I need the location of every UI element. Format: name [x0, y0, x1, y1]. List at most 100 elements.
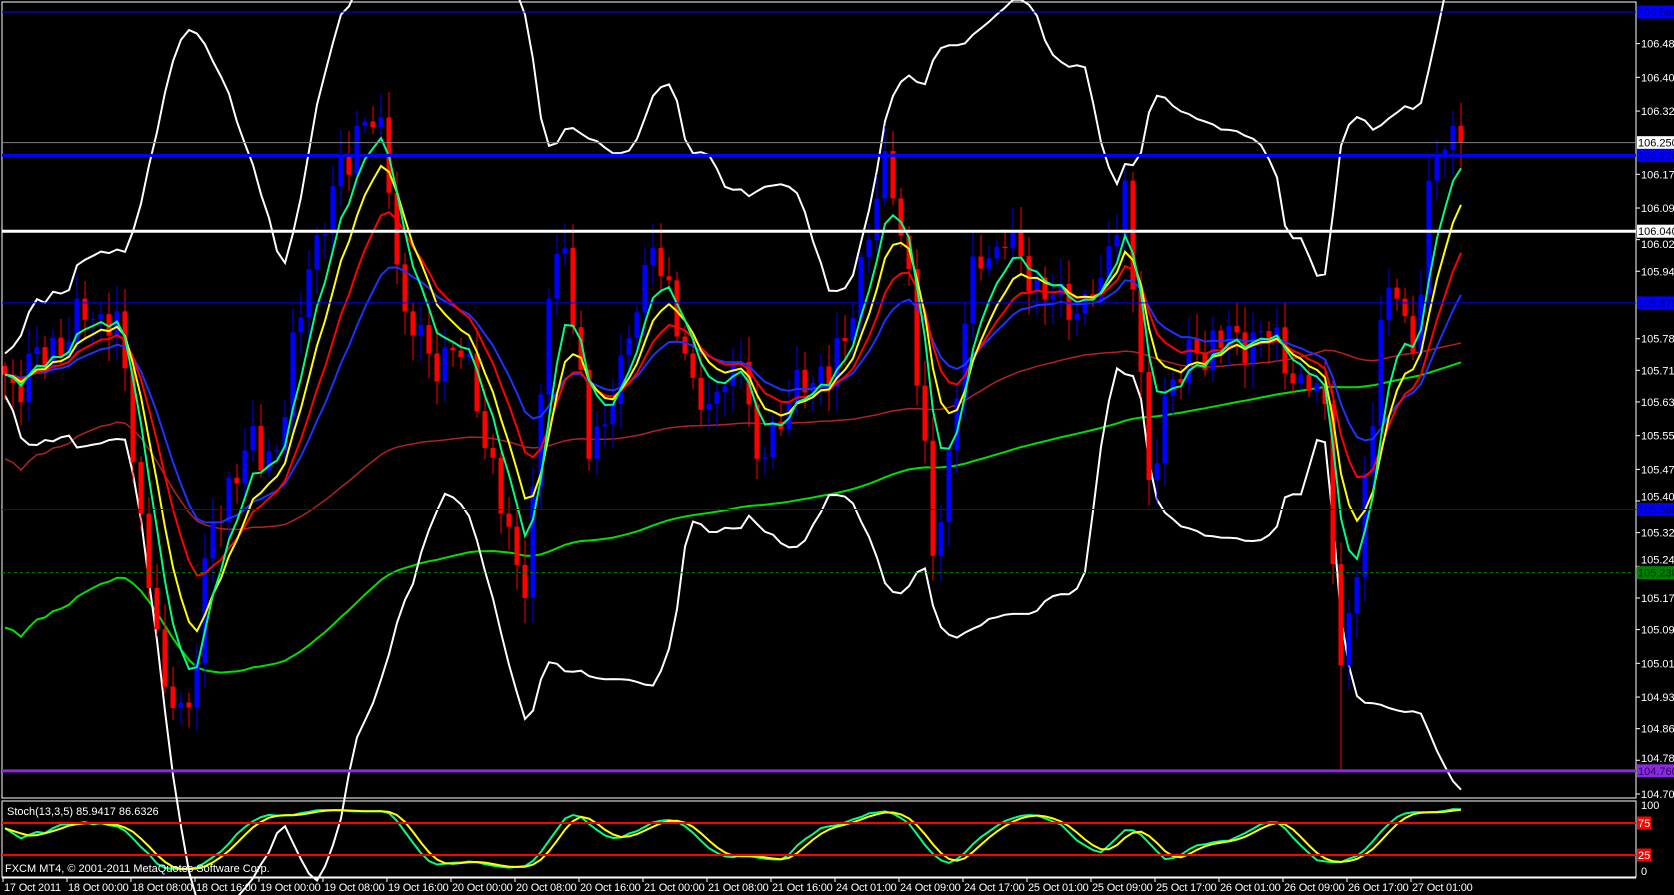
- candle: [618, 333, 624, 429]
- candle-body: [434, 353, 440, 382]
- candle: [338, 129, 344, 207]
- stochastic-min-label: 0: [1641, 866, 1647, 878]
- candle-body: [594, 426, 600, 459]
- candle: [1386, 268, 1392, 337]
- price-tick-label: 106.175: [1641, 169, 1674, 181]
- candle: [290, 308, 296, 437]
- candle-body: [818, 366, 824, 383]
- price-tick-label: 106.020: [1641, 239, 1674, 251]
- candle-body: [954, 398, 960, 451]
- candle: [418, 306, 424, 361]
- candle-body: [1330, 404, 1336, 565]
- candle-body: [930, 440, 936, 556]
- candle-body: [290, 332, 296, 417]
- candle-body: [882, 151, 888, 199]
- price-line-label: 105.230: [1638, 568, 1674, 580]
- candle: [898, 188, 904, 248]
- candle: [162, 604, 168, 694]
- time-tick-label: 27 Oct 01:00: [1412, 882, 1473, 894]
- price-tick-label: 105.710: [1641, 365, 1674, 377]
- candle-body: [234, 477, 240, 484]
- candle: [226, 471, 232, 546]
- candle-body: [586, 369, 592, 459]
- time-tick-label: 18 Oct 00:00: [68, 882, 129, 894]
- candle: [1026, 237, 1032, 315]
- candle: [370, 106, 376, 135]
- candle: [18, 359, 24, 426]
- candle: [1146, 347, 1152, 506]
- candle: [650, 223, 656, 285]
- candle-body: [970, 256, 976, 324]
- candle-body: [354, 125, 360, 175]
- candle-body: [138, 461, 144, 514]
- price-line-label-bg: [1637, 5, 1674, 19]
- candle: [858, 251, 864, 339]
- candle-body: [282, 416, 288, 451]
- candle-body: [1282, 327, 1288, 374]
- price-line-label: 105.380: [1638, 504, 1674, 516]
- candle-body: [706, 404, 712, 410]
- candle-body: [610, 404, 616, 425]
- candle-body: [266, 451, 272, 471]
- candle-body: [306, 269, 312, 318]
- price-tick-label: 104.935: [1641, 692, 1674, 704]
- candle: [1378, 294, 1384, 447]
- candle: [818, 353, 824, 406]
- candle: [490, 433, 496, 474]
- stochastic-window-frame: [1, 800, 1637, 878]
- stochastic-label: Stoch(13,3,5) 85.9417 86.6326: [7, 806, 159, 818]
- candle-body: [226, 477, 232, 523]
- candle-body: [330, 186, 336, 235]
- candle-body: [794, 369, 800, 405]
- candle-body: [130, 368, 136, 462]
- time-tick-label: 19 Oct 16:00: [388, 882, 449, 894]
- candle: [210, 498, 216, 584]
- candle: [426, 300, 432, 379]
- candle-body: [74, 298, 80, 342]
- candle-body: [1098, 277, 1104, 300]
- candle-body: [258, 425, 264, 471]
- candle-body: [730, 362, 736, 387]
- candle-body: [538, 394, 544, 487]
- candle-body: [1290, 373, 1296, 384]
- candle: [1130, 172, 1136, 313]
- price-tick-label: 105.555: [1641, 431, 1674, 443]
- candle-body: [146, 513, 152, 589]
- candle: [594, 412, 600, 475]
- candle: [1162, 377, 1168, 487]
- candle-body: [274, 450, 280, 452]
- price-line-label: 106.220: [1638, 150, 1674, 162]
- candle: [546, 288, 552, 415]
- candle-body: [1442, 149, 1448, 156]
- candle-body: [890, 151, 896, 199]
- candle-body: [170, 686, 176, 709]
- candle-body: [1114, 235, 1120, 247]
- candle: [202, 533, 208, 688]
- candle-body: [418, 325, 424, 336]
- candle: [194, 643, 200, 731]
- candle-body: [938, 521, 944, 556]
- candle: [1010, 207, 1016, 265]
- candle-body: [1426, 180, 1432, 295]
- candle-body: [466, 353, 472, 358]
- candle: [434, 329, 440, 405]
- candle: [1154, 438, 1160, 505]
- price-line-label-bg: [1637, 502, 1674, 516]
- price-tick-label: 105.785: [1641, 334, 1674, 346]
- time-tick-label: 25 Oct 17:00: [1156, 882, 1217, 894]
- candle-body: [874, 198, 880, 241]
- candle-body: [314, 235, 320, 270]
- candle-body: [1218, 330, 1224, 349]
- price-line-label: 104.760: [1638, 766, 1674, 778]
- candle-body: [322, 234, 328, 236]
- candle-body: [530, 486, 536, 598]
- candle-body: [1370, 426, 1376, 474]
- time-tick-label: 18 Oct 08:00: [132, 882, 193, 894]
- candle: [658, 223, 664, 293]
- candle-body: [2, 366, 8, 375]
- candle: [450, 340, 456, 367]
- candle-body: [410, 311, 416, 336]
- bollinger-upper-line: [4, 0, 1445, 355]
- candle: [378, 94, 384, 139]
